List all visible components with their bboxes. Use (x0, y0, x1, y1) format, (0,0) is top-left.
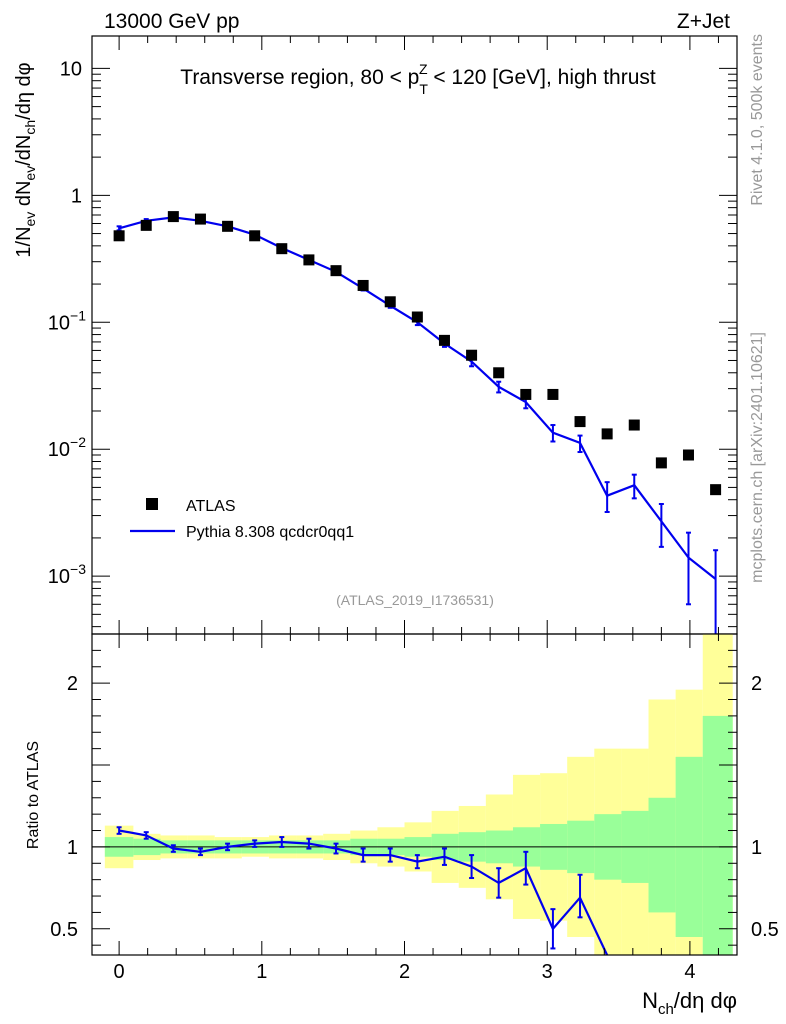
rivet-label: Rivet 4.1.0, 500k events (749, 34, 766, 206)
data-point (303, 254, 315, 266)
inner-band-bin (702, 715, 733, 955)
x-tick-label: 2 (399, 961, 410, 983)
main-y-tick-label: 10 (60, 58, 82, 80)
ratio-frame (91, 633, 738, 956)
main-y-tick-label: 10−1 (48, 307, 86, 334)
data-point (466, 349, 478, 361)
ratio-y-tick-labels: 0.5 0.5 1 1 2 2 (50, 673, 779, 941)
x-tick-label: 4 (684, 961, 695, 983)
data-point (682, 449, 694, 461)
ratio-y-tick-label: 2 (67, 673, 78, 695)
ratio-y-axis-label: Ratio to ATLAS (25, 741, 42, 849)
main-panel: 10 1 10−1 10−2 10−3 Transverse region, 80 < … (13, 35, 738, 650)
data-point (628, 419, 640, 431)
plot-title: Transverse region, 80 < pTZ < 120 [GeV],… (180, 61, 656, 97)
legend-marker-atlas (146, 498, 158, 510)
main-y-tick-label: 1 (71, 185, 82, 207)
legend-label-mc: Pythia 8.308 qcdcr0qq1 (186, 524, 354, 541)
data-point (330, 265, 342, 277)
energy-label: 13000 GeV pp (104, 10, 239, 33)
process-label: Z+Jet (677, 10, 730, 33)
data-point (574, 416, 586, 428)
x-tick-label: 1 (256, 961, 267, 983)
data-point (710, 484, 722, 496)
data-point (601, 428, 613, 440)
x-tick-label: 0 (114, 961, 125, 983)
data-point (384, 296, 396, 308)
mc-error-bars (116, 214, 719, 650)
data-point (520, 388, 532, 400)
data-point (167, 211, 179, 223)
main-y-tick-labels: 10 1 10−1 10−2 10−3 (48, 58, 86, 588)
inner-band-bin (648, 797, 676, 913)
uncertainty-bands (104, 634, 733, 955)
data-point (357, 279, 369, 291)
data-point (655, 457, 667, 469)
main-axis-ticks (92, 36, 737, 634)
ratio-panel: 0.5 0.5 1 1 2 2 0 1 2 3 4 Ratio to ATLAS Nch/dη d… (25, 633, 779, 1018)
data-markers (113, 211, 722, 496)
data-point (194, 213, 206, 225)
data-point (249, 230, 261, 242)
data-point (493, 367, 505, 379)
ratio-axis-ticks (92, 634, 737, 955)
data-point (411, 311, 423, 323)
main-y-tick-label: 10−2 (48, 434, 86, 461)
ratio-series-line (118, 829, 609, 956)
x-tick-labels: 0 1 2 3 4 (114, 961, 696, 983)
legend-label-atlas: ATLAS (186, 498, 236, 515)
mcplots-label: mcplots.cern.ch [arXiv:2401.10621] (749, 332, 766, 583)
ratio-y-tick-label: 1 (67, 837, 78, 859)
data-point (140, 219, 152, 231)
x-tick-label: 3 (542, 961, 553, 983)
x-axis-label: Nch/dη dφ (642, 988, 737, 1018)
data-point (276, 243, 288, 255)
data-point (113, 230, 125, 242)
data-point (222, 220, 234, 232)
ratio-y-tick-label-right: 0.5 (751, 919, 779, 941)
main-y-tick-label: 10−3 (48, 561, 86, 588)
ratio-y-tick-label-right: 2 (751, 673, 762, 695)
ratio-y-tick-label: 0.5 (50, 919, 78, 941)
main-frame (91, 35, 738, 635)
main-y-axis-label: 1/Nev dNev/dNch/dη dφ (13, 62, 38, 257)
data-point (547, 388, 559, 400)
ratio-y-tick-label-right: 1 (751, 837, 762, 859)
analysis-id: (ATLAS_2019_I1736531) (336, 592, 494, 608)
data-point (438, 334, 450, 346)
